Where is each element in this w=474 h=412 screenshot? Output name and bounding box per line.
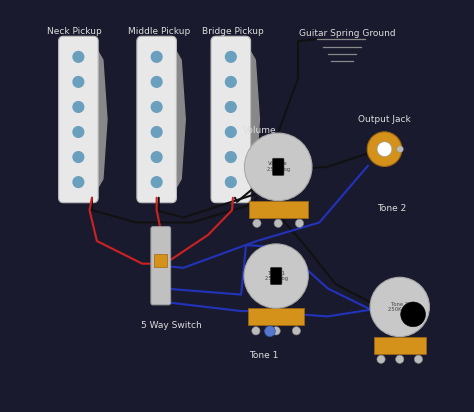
Polygon shape <box>245 41 259 198</box>
Circle shape <box>377 142 392 157</box>
Circle shape <box>226 77 236 87</box>
Circle shape <box>292 327 301 335</box>
Circle shape <box>151 152 162 162</box>
Polygon shape <box>92 41 107 198</box>
Circle shape <box>73 52 84 62</box>
Bar <box>248 308 304 325</box>
Text: Tone 2
250K log: Tone 2 250K log <box>388 302 411 312</box>
Text: Guitar Spring Ground: Guitar Spring Ground <box>299 29 395 38</box>
FancyBboxPatch shape <box>273 158 284 176</box>
Circle shape <box>401 302 426 327</box>
Text: Tone 1
250K log: Tone 1 250K log <box>264 271 288 281</box>
Text: Tone 2: Tone 2 <box>377 204 406 213</box>
Circle shape <box>151 177 162 187</box>
Circle shape <box>151 52 162 62</box>
Circle shape <box>396 355 404 363</box>
Polygon shape <box>171 41 185 198</box>
Circle shape <box>252 327 260 335</box>
Circle shape <box>244 244 308 308</box>
Circle shape <box>377 355 385 363</box>
Text: Tone 1: Tone 1 <box>249 351 278 360</box>
Circle shape <box>73 152 84 162</box>
Circle shape <box>73 177 84 187</box>
Circle shape <box>264 326 275 337</box>
Text: Bridge Pickup: Bridge Pickup <box>202 27 264 36</box>
Bar <box>249 201 308 218</box>
Circle shape <box>151 102 162 112</box>
Circle shape <box>370 277 429 337</box>
Circle shape <box>367 132 402 166</box>
Circle shape <box>253 219 261 227</box>
FancyBboxPatch shape <box>137 36 176 203</box>
Text: Output Jack: Output Jack <box>358 115 411 124</box>
Text: Volume
250K log: Volume 250K log <box>267 162 290 172</box>
Circle shape <box>397 146 403 152</box>
Circle shape <box>73 77 84 87</box>
Circle shape <box>226 152 236 162</box>
Circle shape <box>272 327 280 335</box>
FancyBboxPatch shape <box>211 36 251 203</box>
Circle shape <box>226 177 236 187</box>
Circle shape <box>274 219 283 227</box>
Circle shape <box>151 77 162 87</box>
FancyBboxPatch shape <box>59 36 98 203</box>
FancyBboxPatch shape <box>151 227 171 305</box>
FancyBboxPatch shape <box>270 267 282 285</box>
Text: Middle Pickup: Middle Pickup <box>128 27 190 36</box>
Bar <box>154 254 167 267</box>
Circle shape <box>151 126 162 137</box>
Circle shape <box>73 102 84 112</box>
Circle shape <box>295 219 304 227</box>
Circle shape <box>226 126 236 137</box>
Text: 5 Way Switch: 5 Way Switch <box>141 321 202 330</box>
Circle shape <box>73 126 84 137</box>
Bar <box>374 337 426 354</box>
Circle shape <box>245 133 312 201</box>
Text: Neck Pickup: Neck Pickup <box>47 27 102 36</box>
Circle shape <box>226 102 236 112</box>
Circle shape <box>414 355 422 363</box>
Circle shape <box>226 52 236 62</box>
Text: Volume: Volume <box>243 126 276 136</box>
